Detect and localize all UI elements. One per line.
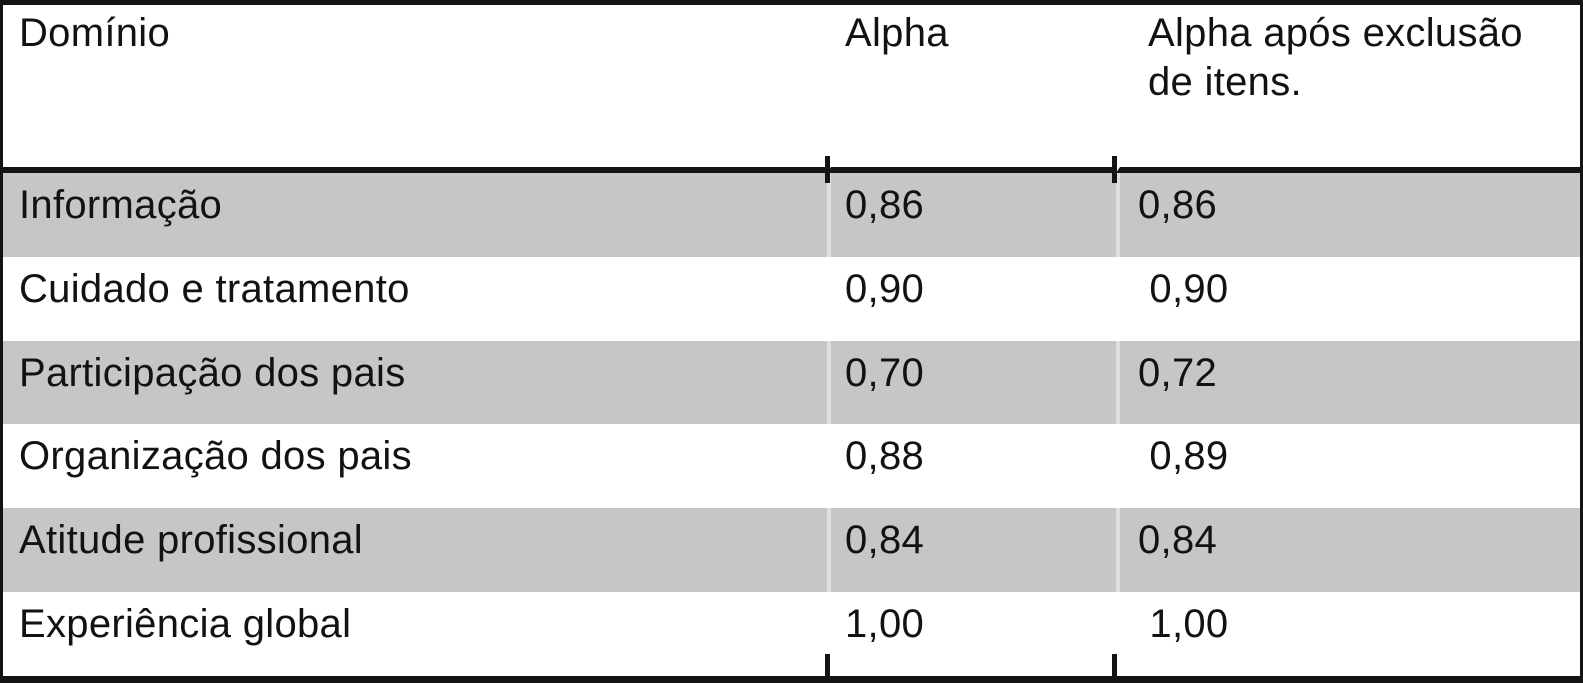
table-header-row: Domínio Alpha Alpha após exclusão de ite… xyxy=(3,5,1580,173)
header-alpha-after-label: Alpha após exclusão de itens. xyxy=(1148,11,1535,104)
table-row: Participação dos pais 0,70 0,72 xyxy=(3,340,1580,425)
alpha-cell: 0,90 xyxy=(845,266,925,311)
table-row: Experiência global 1,00 1,00 xyxy=(3,592,1580,676)
cell-boundary-tick xyxy=(825,654,830,676)
domain-cell: Atitude profissional xyxy=(3,508,827,593)
header-cell-domain: Domínio xyxy=(3,5,827,173)
table-row: Organização dos pais 0,88 0,89 xyxy=(3,424,1580,508)
header-cell-alpha: Alpha xyxy=(827,5,1116,173)
header-cell-alpha-after-exclusion: Alpha após exclusão de itens. xyxy=(1116,5,1580,173)
alpha-cell: 0,86 xyxy=(827,173,1116,257)
cell-boundary-tick xyxy=(1112,654,1117,676)
domain-cell: Experiência global xyxy=(19,602,352,647)
domain-cell: Organização dos pais xyxy=(19,434,412,479)
cell-boundary-tick xyxy=(1112,156,1117,183)
alpha-after-cell: 0,84 xyxy=(1116,508,1580,593)
alpha-table: Domínio Alpha Alpha após exclusão de ite… xyxy=(3,5,1580,676)
domain-cell: Informação xyxy=(3,173,827,257)
alpha-after-cell: 0,72 xyxy=(1116,340,1580,425)
alpha-after-cell: 0,90 xyxy=(1138,266,1229,311)
table-row: Cuidado e tratamento 0,90 0,90 xyxy=(3,257,1580,341)
domain-cell: Participação dos pais xyxy=(3,340,827,425)
alpha-after-cell: 1,00 xyxy=(1138,602,1229,647)
alpha-after-cell: 0,86 xyxy=(1116,173,1580,257)
table-row: Informação 0,86 0,86 xyxy=(3,173,1580,257)
domain-cell: Cuidado e tratamento xyxy=(19,266,410,311)
alpha-cell: 0,84 xyxy=(827,508,1116,593)
table-row: Atitude profissional 0,84 0,84 xyxy=(3,508,1580,593)
alpha-cell: 0,70 xyxy=(827,340,1116,425)
alpha-after-cell: 0,89 xyxy=(1138,434,1229,479)
alpha-cell: 1,00 xyxy=(845,602,925,647)
alpha-cell: 0,88 xyxy=(845,434,925,479)
cell-boundary-tick xyxy=(825,156,830,183)
